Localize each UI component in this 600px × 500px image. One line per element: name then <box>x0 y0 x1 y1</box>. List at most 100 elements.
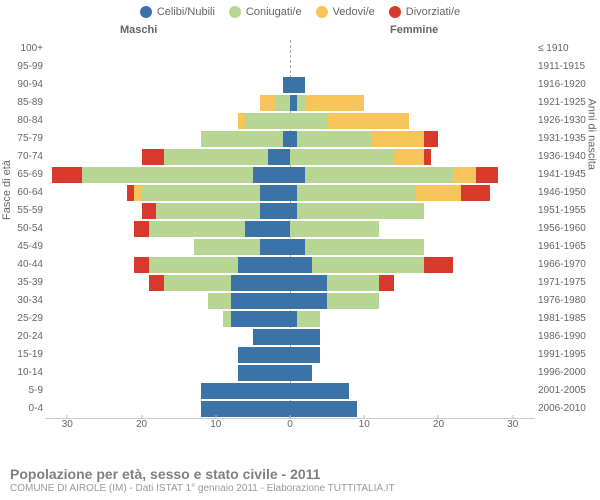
bar-segment <box>253 167 290 183</box>
legend-item: Divorziati/e <box>389 6 460 18</box>
male-bar <box>283 77 290 93</box>
birth-label: 1936-1940 <box>538 148 593 166</box>
bar-segment <box>268 149 290 165</box>
age-label: 20-24 <box>9 328 43 346</box>
bar-segment <box>231 311 290 327</box>
birth-label: 1951-1955 <box>538 202 593 220</box>
legend-swatch <box>229 6 241 18</box>
x-tick: 30 <box>62 419 73 430</box>
bar-segment <box>142 185 261 201</box>
bar-segment <box>164 275 231 291</box>
age-row: 25-291981-1985 <box>45 310 535 328</box>
age-label: 35-39 <box>9 274 43 292</box>
bar-segment <box>297 131 371 147</box>
female-bar <box>290 401 357 417</box>
age-row: 45-491961-1965 <box>45 238 535 256</box>
bar-segment <box>290 95 297 111</box>
bar-segment <box>327 113 409 129</box>
legend-label: Coniugati/e <box>246 6 302 18</box>
bar-segment <box>201 383 290 399</box>
bar-segment <box>290 365 312 381</box>
bar-segment <box>394 149 424 165</box>
female-bar <box>290 365 312 381</box>
age-label: 55-59 <box>9 202 43 220</box>
x-tick: 0 <box>287 419 293 430</box>
bar-segment <box>290 221 379 237</box>
bar-segment <box>201 131 283 147</box>
bar-segment <box>245 221 290 237</box>
bar-segment <box>275 95 290 111</box>
female-bar <box>290 221 379 237</box>
age-row: 20-241986-1990 <box>45 328 535 346</box>
bar-segment <box>260 95 275 111</box>
male-bar <box>238 113 290 129</box>
male-bar <box>223 311 290 327</box>
x-tick: 20 <box>136 419 147 430</box>
chart-subtitle: COMUNE DI AIROLE (IM) - Dati ISTAT 1° ge… <box>10 483 395 494</box>
bar-segment <box>424 257 454 273</box>
age-label: 75-79 <box>9 130 43 148</box>
age-row: 95-991911-1915 <box>45 58 535 76</box>
male-bar <box>142 149 290 165</box>
age-row: 85-891921-1925 <box>45 94 535 112</box>
bar-segment <box>327 275 379 291</box>
female-bar <box>290 293 379 309</box>
age-row: 40-441966-1970 <box>45 256 535 274</box>
x-tick: 10 <box>210 419 221 430</box>
birth-label: 1946-1950 <box>538 184 593 202</box>
birth-label: 1991-1995 <box>538 346 593 364</box>
bar-segment <box>283 131 290 147</box>
x-tick-line <box>141 415 142 419</box>
age-label: 85-89 <box>9 94 43 112</box>
male-bar <box>238 365 290 381</box>
bar-segment <box>245 113 290 129</box>
x-tick: 10 <box>359 419 370 430</box>
bar-segment <box>231 293 290 309</box>
pyramid-chart: 100+≤ 191095-991911-191590-941916-192085… <box>45 40 535 435</box>
bar-segment <box>424 149 431 165</box>
birth-label: ≤ 1910 <box>538 40 593 58</box>
bar-segment <box>142 149 164 165</box>
bar-segment <box>238 257 290 273</box>
bar-segment <box>290 329 320 345</box>
legend-item: Celibi/Nubili <box>140 6 215 18</box>
birth-label: 1976-1980 <box>538 292 593 310</box>
age-label: 15-19 <box>9 346 43 364</box>
age-row: 15-191991-1995 <box>45 346 535 364</box>
females-heading: Femmine <box>390 24 438 36</box>
males-heading: Maschi <box>120 24 157 36</box>
bar-segment <box>297 311 319 327</box>
x-tick-line <box>512 415 513 419</box>
bar-segment <box>327 293 379 309</box>
bar-segment <box>290 257 312 273</box>
bar-segment <box>149 257 238 273</box>
bar-segment <box>164 149 268 165</box>
birth-label: 1961-1965 <box>538 238 593 256</box>
legend-item: Coniugati/e <box>229 6 302 18</box>
bar-segment <box>290 77 305 93</box>
bar-segment <box>283 77 290 93</box>
female-bar <box>290 239 424 255</box>
bar-segment <box>290 347 320 363</box>
male-bar <box>208 293 290 309</box>
bar-segment <box>208 293 230 309</box>
legend-swatch <box>316 6 328 18</box>
age-label: 25-29 <box>9 310 43 328</box>
bar-segment <box>149 275 164 291</box>
age-label: 10-14 <box>9 364 43 382</box>
female-bar <box>290 383 349 399</box>
male-bar <box>52 167 290 183</box>
age-row: 35-391971-1975 <box>45 274 535 292</box>
bar-segment <box>297 185 416 201</box>
age-row: 70-741936-1940 <box>45 148 535 166</box>
bar-segment <box>127 185 134 201</box>
female-bar <box>290 185 490 201</box>
legend-swatch <box>140 6 152 18</box>
age-row: 80-841926-1930 <box>45 112 535 130</box>
legend-item: Vedovi/e <box>316 6 375 18</box>
female-bar <box>290 167 498 183</box>
age-label: 65-69 <box>9 166 43 184</box>
bar-segment <box>290 401 357 417</box>
bar-segment <box>290 131 297 147</box>
bar-segment <box>372 131 424 147</box>
